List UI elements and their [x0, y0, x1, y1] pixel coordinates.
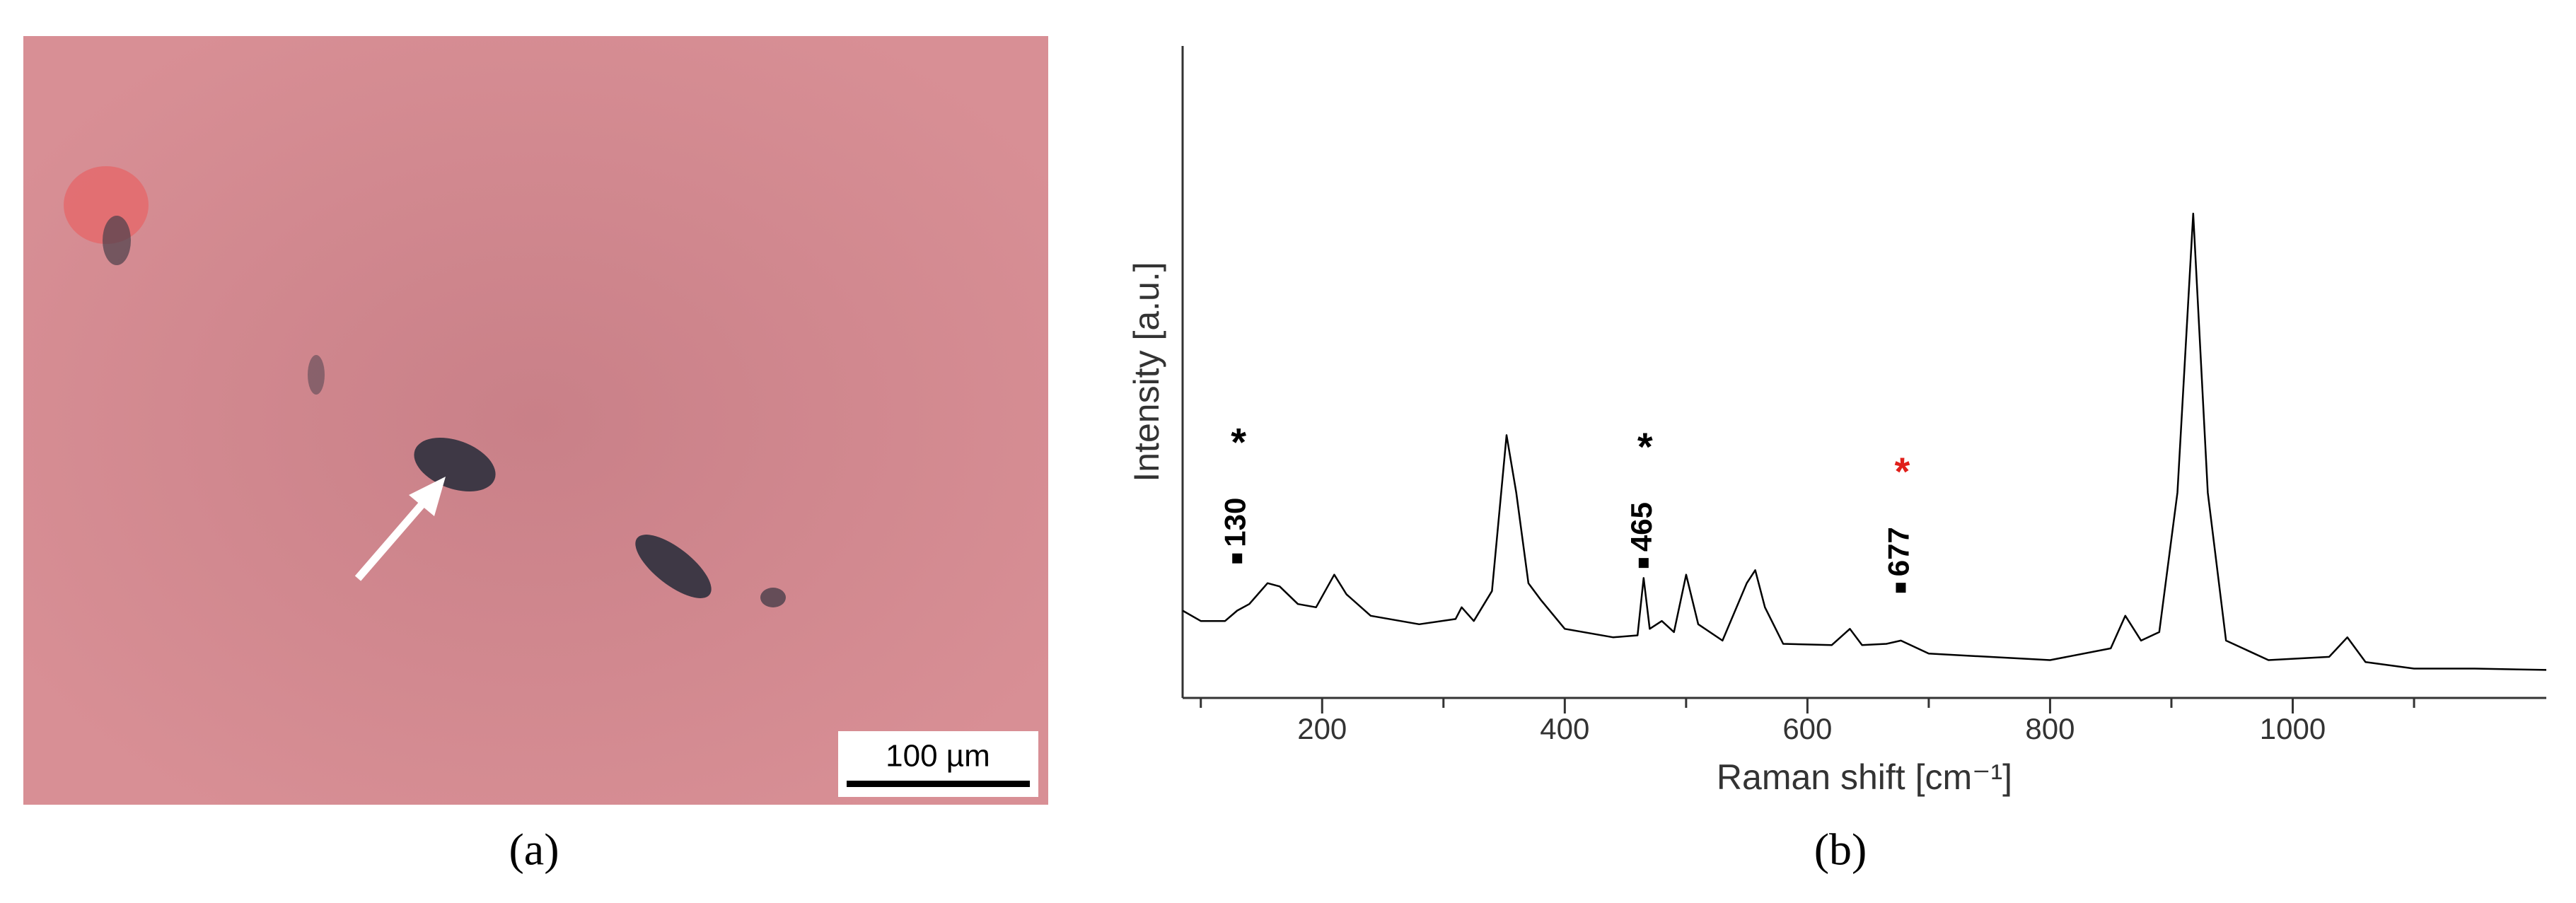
peak-star: * [1231, 419, 1246, 464]
peak-marker [1896, 583, 1906, 593]
peak-star: * [1895, 449, 1910, 494]
peak-label: 465 [1625, 502, 1658, 552]
x-tick-label: 600 [1782, 712, 1832, 745]
x-tick-label: 400 [1540, 712, 1589, 745]
peak-label: 677 [1882, 527, 1915, 576]
particle [308, 355, 325, 395]
micrograph: 100 µm [23, 36, 1048, 805]
particle [635, 535, 712, 598]
scale-bar-label: 100 µm [886, 739, 990, 774]
y-axis-title: Intensity [a.u.] [1127, 262, 1166, 482]
x-tick-label: 800 [2025, 712, 2075, 745]
arrow-head [409, 477, 446, 516]
x-axis-title: Raman shift [cm⁻¹] [1717, 757, 2012, 797]
scale-bar [847, 781, 1030, 787]
caption: (a) [509, 825, 559, 875]
particle [103, 216, 131, 265]
peak-star: * [1637, 424, 1653, 469]
x-tick-label: 200 [1297, 712, 1347, 745]
micrograph-background [23, 36, 1048, 805]
spectrum [1182, 212, 2547, 671]
peak-marker [1638, 558, 1649, 569]
particle [414, 438, 496, 491]
peak-label: 130 [1218, 498, 1251, 547]
particle [760, 588, 786, 607]
peak-marker [1232, 553, 1243, 564]
x-tick-label: 1000 [2260, 712, 2326, 745]
caption: (b) [1814, 825, 1867, 875]
